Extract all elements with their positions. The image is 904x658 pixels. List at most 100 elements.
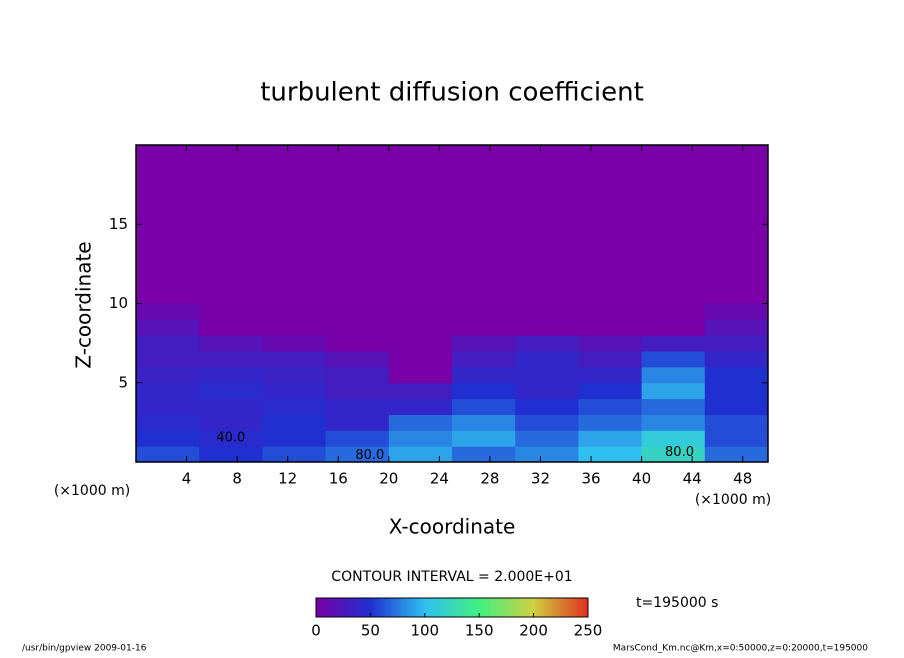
- field-cell: [388, 430, 453, 447]
- field-cell: [452, 366, 516, 384]
- contour-label: 40.0: [216, 431, 245, 446]
- colorbar-tick-label: 250: [574, 622, 603, 640]
- field-cell: [262, 414, 327, 431]
- field-cell: [515, 430, 579, 447]
- field-cell: [199, 319, 263, 336]
- colorbar: [315, 597, 589, 618]
- field-cell: [578, 366, 643, 384]
- field-cell: [704, 335, 769, 352]
- field-cell: [136, 414, 200, 431]
- field-cell: [578, 319, 643, 336]
- contour-interval: CONTOUR INTERVAL = 2.000E+01: [331, 569, 572, 585]
- field-cell: [199, 366, 263, 384]
- field-cell: [136, 398, 200, 415]
- field-cell: [515, 303, 579, 320]
- colorbar-tick-label: 50: [361, 622, 380, 640]
- field-cell: [136, 430, 200, 447]
- field-cell: [262, 335, 327, 352]
- field-cell: [704, 351, 769, 368]
- field-cell: [199, 303, 263, 320]
- x-tick-label: 28: [480, 470, 499, 488]
- field-cell: [388, 414, 453, 431]
- field-cell: [578, 414, 643, 431]
- field-cell: [641, 414, 706, 431]
- field-cell: [578, 351, 643, 368]
- y-unit: (×1000 m): [54, 483, 130, 499]
- field-cell: [199, 446, 263, 463]
- field-cell: [388, 398, 453, 415]
- x-tick-label: 12: [278, 470, 297, 488]
- contour-label: 80.0: [355, 448, 384, 463]
- colorbar-tick-label: 150: [465, 622, 494, 640]
- x-tick-label: 40: [632, 470, 651, 488]
- field-cell: [262, 303, 327, 320]
- x-tick-label: 36: [581, 470, 600, 488]
- x-tick-label: 20: [379, 470, 398, 488]
- y-tick-label: 10: [109, 294, 128, 312]
- field-cell: [325, 319, 390, 336]
- field-cell: [136, 351, 200, 368]
- field-cell: [578, 398, 643, 415]
- x-tick-label: 8: [232, 470, 242, 488]
- time-label: t=195000 s: [636, 595, 718, 611]
- footer-left: /usr/bin/gpview 2009-01-16: [22, 644, 147, 654]
- x-tick-label: 32: [531, 470, 550, 488]
- field-cell: [704, 382, 769, 400]
- field-cell: [641, 303, 706, 320]
- field-cell: [641, 430, 706, 447]
- y-axis-label: Z-coordinate: [72, 241, 96, 368]
- field-cell: [388, 335, 453, 352]
- field-cell: [325, 382, 390, 400]
- field-cell: [325, 430, 390, 447]
- field-cell: [578, 382, 643, 400]
- field-cell: [388, 446, 453, 463]
- field-cell: [325, 398, 390, 415]
- field-cell: [641, 366, 706, 384]
- field-cell: [325, 446, 390, 463]
- field-cell: [641, 351, 706, 368]
- field-cell: [262, 366, 327, 384]
- field-cell: [262, 319, 327, 336]
- field-cell: [578, 303, 643, 320]
- field-cell: [452, 303, 516, 320]
- field-cell: [641, 335, 706, 352]
- field-cell: [136, 303, 200, 320]
- field-cell: [325, 366, 390, 384]
- field-cell: [136, 335, 200, 352]
- field-cell: [704, 430, 769, 447]
- field-cell: [452, 382, 516, 400]
- field-cell: [136, 319, 200, 336]
- field-cell: [136, 382, 200, 400]
- field-cell: [704, 446, 769, 463]
- footer-right: MarsCond_Km.nc@Km,x=0:50000,z=0:20000,t=…: [613, 644, 868, 654]
- x-tick-label: 44: [683, 470, 702, 488]
- field-cell: [704, 303, 769, 320]
- field-cell: [515, 366, 579, 384]
- colorbar-tick-label: 100: [410, 622, 439, 640]
- field-cell: [452, 335, 516, 352]
- field-cell: [704, 414, 769, 431]
- field-cell: [262, 398, 327, 415]
- field-cell: [199, 335, 263, 352]
- field-cell: [515, 414, 579, 431]
- field-cell: [388, 303, 453, 320]
- field-cell: [704, 398, 769, 415]
- field-cell: [452, 446, 516, 463]
- field-cell: [515, 351, 579, 368]
- field-cell: [199, 351, 263, 368]
- field-cell: [515, 446, 579, 463]
- field-cell: [325, 414, 390, 431]
- x-unit: (×1000 m): [695, 492, 771, 508]
- x-axis-label: X-coordinate: [389, 515, 516, 539]
- field-cell: [388, 319, 453, 336]
- x-tick-label: 4: [182, 470, 192, 488]
- x-tick-label: 16: [329, 470, 348, 488]
- field-cell: [325, 303, 390, 320]
- field-cell: [452, 414, 516, 431]
- field-cell: [578, 335, 643, 352]
- y-tick-label: 5: [118, 373, 128, 391]
- field-cell: [388, 366, 453, 384]
- field-cell: [704, 319, 769, 336]
- colorbar-tick-label: 0: [311, 622, 321, 640]
- chart-title: turbulent diffusion coefficient: [260, 78, 644, 108]
